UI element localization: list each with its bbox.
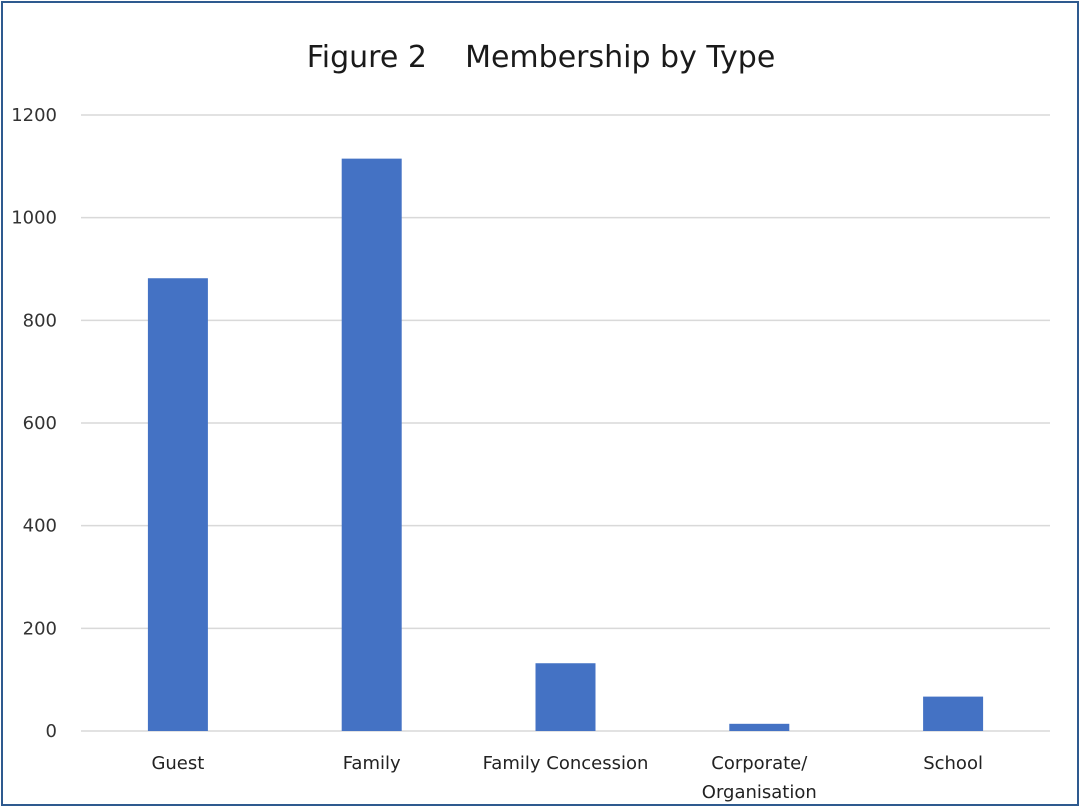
y-tick-label: 400 xyxy=(23,516,57,537)
bar xyxy=(923,696,984,731)
y-tick-label: 200 xyxy=(23,618,57,639)
y-tick-label: 1000 xyxy=(11,208,57,229)
bars xyxy=(147,158,984,732)
bar xyxy=(729,723,790,731)
x-tick-label: Family Concession xyxy=(483,753,649,774)
y-tick-label: 600 xyxy=(23,413,57,434)
bar xyxy=(341,158,402,732)
x-tick-label: Guest xyxy=(151,753,204,774)
y-tick-label: 1200 xyxy=(11,105,57,126)
bar xyxy=(535,663,596,731)
x-tick-label: Corporate/ xyxy=(711,753,808,774)
x-tick-label: Organisation xyxy=(702,782,817,803)
y-tick-label: 800 xyxy=(23,310,57,331)
bar xyxy=(147,278,208,731)
bar-chart: Figure 2 Membership by Type 0 200 400 600 80… xyxy=(11,40,1050,803)
y-axis-ticks: 0 200 400 600 800 1000 1200 xyxy=(11,105,57,742)
x-tick-label: School xyxy=(923,753,983,774)
x-tick-label: Family xyxy=(343,753,401,774)
x-axis-labels: Guest Family Family Concession Corporate/Or… xyxy=(151,753,983,803)
y-tick-label: 0 xyxy=(46,721,57,742)
chart-title: Figure 2 Membership by Type xyxy=(307,40,776,75)
gridlines xyxy=(81,114,1050,732)
